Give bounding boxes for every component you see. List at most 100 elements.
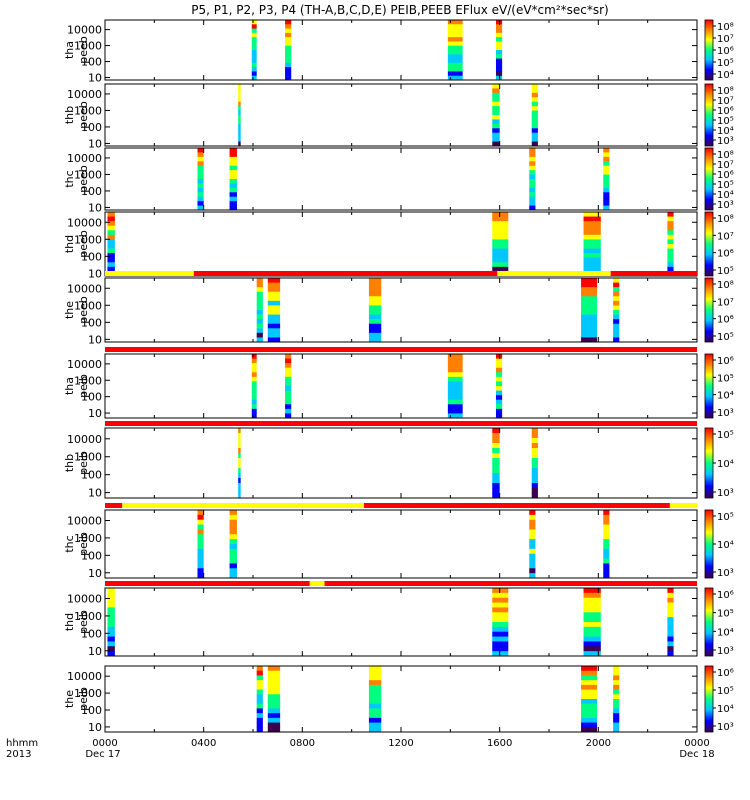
colorbar bbox=[704, 147, 714, 211]
data-cell bbox=[603, 563, 610, 569]
y-tick-label: 100 bbox=[81, 121, 102, 134]
data-cell bbox=[447, 50, 463, 55]
data-cell bbox=[368, 666, 382, 672]
data-cell bbox=[267, 717, 281, 723]
data-cell bbox=[285, 62, 292, 68]
data-cell bbox=[667, 636, 674, 642]
data-cell bbox=[531, 141, 538, 147]
data-cell bbox=[107, 626, 115, 633]
y-tick-label: 10000 bbox=[67, 24, 102, 37]
data-cell bbox=[613, 684, 620, 690]
data-cell bbox=[583, 266, 601, 272]
data-cell bbox=[583, 622, 601, 628]
colorbar-tick-label: 10⁷ bbox=[717, 34, 734, 45]
data-cell bbox=[492, 493, 500, 499]
data-cell bbox=[492, 216, 509, 222]
data-cell bbox=[368, 717, 382, 723]
data-cell bbox=[229, 534, 237, 540]
data-cell bbox=[251, 24, 257, 29]
data-cell bbox=[197, 152, 204, 158]
data-cell bbox=[251, 54, 257, 59]
data-cell bbox=[238, 88, 241, 94]
data-cell bbox=[256, 328, 263, 334]
panel-label-probe: thb bbox=[63, 106, 76, 124]
status-bar-segment bbox=[105, 347, 697, 352]
data-cell bbox=[581, 300, 598, 306]
data-cell bbox=[492, 463, 500, 469]
data-cell bbox=[613, 675, 620, 681]
colorbar-tick-label: 10⁶ bbox=[717, 249, 734, 260]
status-bar-segment bbox=[105, 581, 310, 586]
data-cell bbox=[613, 300, 620, 306]
data-cell bbox=[229, 183, 237, 189]
data-cell bbox=[107, 588, 115, 594]
data-cell bbox=[603, 553, 610, 559]
data-cell bbox=[531, 443, 538, 449]
data-cell bbox=[267, 305, 281, 311]
data-cell bbox=[613, 282, 620, 288]
data-cell bbox=[613, 727, 620, 733]
data-cell bbox=[613, 708, 620, 714]
data-cell bbox=[603, 170, 610, 175]
y-tick-label: 1000 bbox=[74, 104, 102, 117]
data-cell bbox=[447, 20, 463, 25]
data-cell bbox=[229, 161, 237, 167]
data-cell bbox=[256, 694, 263, 700]
panel-label-instrument: peeb bbox=[77, 296, 90, 324]
data-cell bbox=[229, 205, 237, 211]
data-cell bbox=[492, 592, 509, 599]
data-cell bbox=[603, 152, 610, 158]
time-tick-label: 2000 bbox=[586, 738, 611, 749]
data-cell bbox=[447, 363, 463, 369]
data-cell bbox=[495, 358, 503, 364]
data-cell bbox=[603, 179, 610, 184]
data-cell bbox=[107, 212, 115, 217]
data-cell bbox=[492, 106, 500, 111]
data-cell bbox=[492, 141, 500, 147]
data-cell bbox=[583, 253, 601, 259]
data-cell bbox=[492, 607, 509, 613]
panel-frame bbox=[104, 83, 698, 147]
data-cell bbox=[197, 156, 204, 162]
data-cell bbox=[229, 174, 237, 180]
data-cell bbox=[531, 97, 538, 103]
data-cell bbox=[256, 310, 263, 315]
data-cell bbox=[251, 37, 257, 42]
data-cell bbox=[581, 717, 598, 723]
data-cell bbox=[581, 708, 598, 714]
data-cell bbox=[531, 493, 538, 499]
data-cell bbox=[581, 323, 598, 329]
y-tick-label: 10 bbox=[88, 267, 102, 280]
data-cell bbox=[197, 179, 204, 184]
y-tick-label: 10000 bbox=[67, 514, 102, 527]
data-cell bbox=[529, 534, 536, 540]
data-cell bbox=[667, 253, 674, 259]
data-cell bbox=[667, 602, 674, 608]
panel-label-probe: thc bbox=[63, 535, 76, 552]
data-cell bbox=[447, 381, 463, 387]
colorbar-tick-label: 10⁵ bbox=[717, 332, 734, 343]
data-cell bbox=[613, 291, 620, 297]
data-cell bbox=[583, 239, 601, 245]
data-cell bbox=[531, 468, 538, 474]
panel-frame bbox=[104, 665, 698, 733]
colorbar-tick-label: 10⁶ bbox=[717, 46, 734, 57]
data-cell bbox=[613, 703, 620, 709]
data-cell bbox=[581, 337, 598, 343]
data-cell bbox=[447, 54, 463, 59]
panel-the-peeb: 10000 1000 100 10 the peeb 10⁸ 10⁷ 10⁶ 10⁵ bbox=[63, 271, 734, 346]
data-cell bbox=[531, 132, 538, 138]
data-cell bbox=[531, 488, 538, 494]
data-cell bbox=[529, 183, 536, 189]
data-cell bbox=[492, 646, 509, 652]
data-cell bbox=[492, 488, 500, 494]
data-cell bbox=[251, 363, 257, 369]
data-cell bbox=[581, 310, 598, 315]
data-cell bbox=[603, 548, 610, 555]
colorbar bbox=[704, 19, 714, 81]
colorbar-tick-label: 10⁵ bbox=[717, 116, 734, 127]
data-cell bbox=[447, 354, 463, 359]
data-cell bbox=[495, 390, 503, 396]
data-cell bbox=[368, 296, 382, 302]
